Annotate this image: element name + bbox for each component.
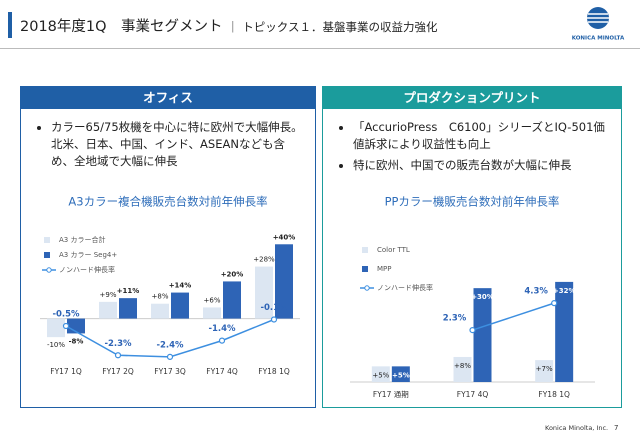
- x-tick-label: FY17 2Q: [102, 367, 134, 376]
- bar: [99, 301, 117, 319]
- bullets: 「AccurioPress C6100」シリーズとIQ-501価値訴求により収益…: [323, 119, 621, 178]
- bar: [151, 303, 169, 319]
- bar: [171, 292, 189, 319]
- line-marker: [270, 316, 278, 323]
- bar: [275, 244, 293, 319]
- x-tick-label: FY18 1Q: [258, 367, 290, 376]
- data-label: +30%: [471, 293, 494, 301]
- data-label: +6%: [204, 296, 221, 304]
- data-label: 2.3%: [443, 314, 467, 324]
- chart-title: A3カラー複合機販売台数対前年伸長率: [68, 195, 267, 209]
- data-label: -8%: [69, 337, 84, 345]
- bar: [473, 288, 492, 382]
- legend-swatch: [362, 266, 368, 272]
- data-label: -0.5%: [52, 310, 80, 320]
- panel-title: オフィス: [21, 87, 315, 109]
- data-label: +5%: [392, 371, 410, 379]
- data-label: +7%: [536, 365, 553, 373]
- x-tick-label: FY18 1Q: [538, 390, 570, 399]
- x-tick-label: FY17 4Q: [457, 390, 489, 399]
- x-tick-label: FY17 通期: [373, 389, 409, 399]
- panel-title: プロダクションプリント: [323, 87, 621, 109]
- data-label: 4.3%: [524, 287, 548, 297]
- bar: [535, 360, 554, 382]
- bullets: カラー65/75枚機を中心に特に欧州で大幅伸長。北米、日本、中国、インド、ASE…: [21, 119, 315, 174]
- bar: [47, 318, 65, 338]
- legend-label: Color TTL: [377, 246, 410, 254]
- line-marker: [551, 300, 558, 307]
- bar: [255, 266, 273, 319]
- data-label: +20%: [221, 270, 244, 278]
- x-tick-label: FY17 1Q: [50, 367, 82, 376]
- x-tick-label: FY17 4Q: [206, 367, 238, 376]
- legend-swatch: [362, 247, 368, 253]
- data-label: -2.3%: [104, 339, 132, 349]
- logo-text: KONICA MINOLTA: [572, 36, 625, 42]
- legend-swatch: [44, 237, 50, 243]
- line-marker: [469, 326, 476, 334]
- chart-title: PPカラー機販売台数対前年伸長率: [385, 195, 560, 209]
- footer-company: Konica Minolta, Inc.: [545, 424, 608, 432]
- data-label: -0.1%: [260, 303, 288, 313]
- legend-label: A3 カラー合計: [59, 235, 105, 244]
- header-rule: [0, 48, 640, 49]
- line: [65, 318, 275, 358]
- data-label: +14%: [169, 282, 192, 290]
- logo-stripes: [587, 13, 609, 23]
- bar: [119, 298, 137, 319]
- line-marker: [114, 352, 122, 359]
- data-label: +9%: [100, 291, 117, 299]
- x-tick-label: FY17 3Q: [154, 367, 186, 376]
- bar: [391, 366, 410, 382]
- legend-label: ノンハード伸長率: [59, 265, 115, 274]
- legend-label: MPP: [377, 265, 391, 273]
- data-label: +11%: [117, 287, 140, 295]
- slide-subtitle: ｜ トピックス１．基盤事業の収益力強化: [227, 20, 438, 34]
- bar: [555, 281, 574, 382]
- office-panel: オフィス カラー65/75枚機を中心に特に欧州で大幅伸長。北米、日本、中国、イン…: [20, 86, 316, 408]
- bar: [203, 307, 221, 319]
- data-label: -2.4%: [156, 340, 184, 350]
- slide-title: 2018年度1Q 事業セグメント: [20, 19, 223, 35]
- legend-label: A3 カラー Seg4+: [59, 251, 117, 259]
- data-label: +40%: [273, 233, 296, 241]
- legend-marker: [46, 267, 52, 273]
- line-marker: [62, 322, 70, 330]
- bar: [223, 281, 241, 319]
- data-label: +8%: [454, 362, 471, 370]
- production-panel: プロダクションプリント 「AccurioPress C6100」シリーズとIQ-…: [322, 86, 622, 408]
- bar: [453, 356, 472, 382]
- data-label: -10%: [47, 341, 65, 349]
- data-label: +28%: [253, 256, 275, 264]
- bullet: 「AccurioPress C6100」シリーズとIQ-501価値訴求により収益…: [353, 119, 613, 153]
- data-label: +8%: [152, 293, 169, 301]
- line-marker: [166, 353, 174, 360]
- bar: [371, 366, 390, 382]
- data-label: -1.4%: [208, 324, 236, 334]
- header: 2018年度1Q 事業セグメント ｜ トピックス１．基盤事業の収益力強化: [20, 15, 437, 36]
- legend-marker: [364, 285, 370, 291]
- bullet: カラー65/75枚機を中心に特に欧州で大幅伸長。北米、日本、中国、インド、ASE…: [51, 119, 307, 170]
- legend-label: ノンハード伸長率: [377, 283, 433, 292]
- line: [472, 302, 555, 331]
- legend-swatch: [44, 252, 50, 258]
- title-accent: [8, 12, 12, 38]
- data-label: +5%: [372, 371, 389, 379]
- bullet: 特に欧州、中国での販売台数が大幅に伸長: [353, 157, 613, 174]
- line-marker: [218, 337, 226, 344]
- page-number: 7: [614, 424, 618, 432]
- data-label: +32%: [553, 287, 576, 295]
